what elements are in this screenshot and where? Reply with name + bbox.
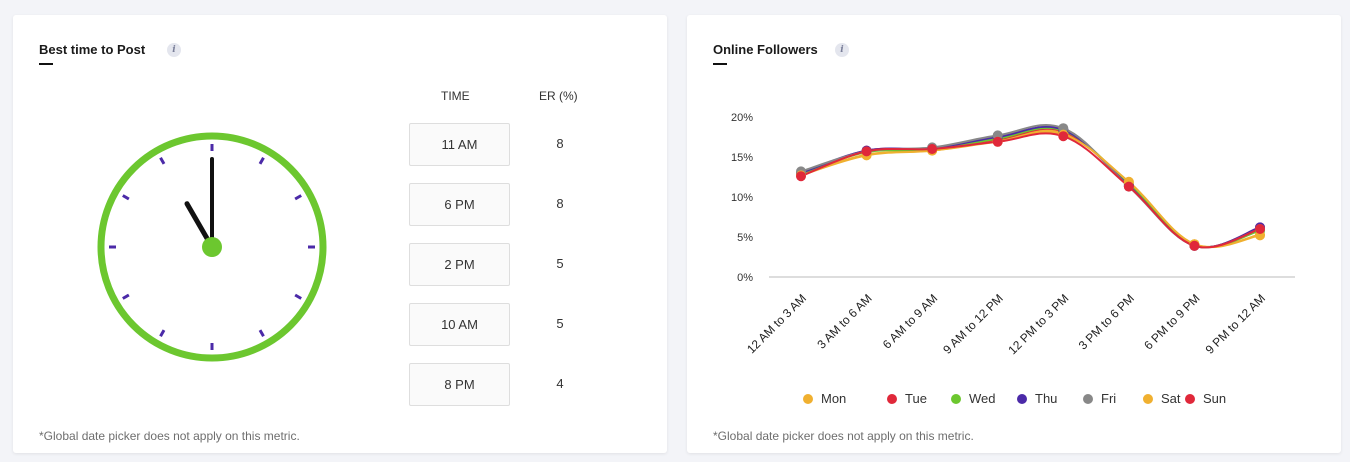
legend-label: Sun (1203, 391, 1227, 406)
best-time-card: Best time to Post i TIME ER (%) 11 AM 8 … (13, 15, 667, 453)
x-tick-label: 3 AM to 6 AM (814, 291, 874, 351)
clock-tick (294, 194, 302, 201)
info-icon[interactable]: i (167, 43, 181, 57)
clock-tick (159, 157, 166, 165)
y-tick-label: 15% (731, 152, 753, 164)
title-underline (713, 63, 727, 65)
title-underline (39, 63, 53, 65)
legend-item[interactable]: Wed (951, 391, 996, 406)
legend-item[interactable]: Tue (887, 391, 927, 406)
footnote: *Global date picker does not apply on th… (39, 429, 300, 443)
x-tick-label: 9 AM to 12 PM (940, 291, 1006, 357)
legend-dot (1143, 394, 1153, 404)
footnote: *Global date picker does not apply on th… (713, 429, 974, 443)
x-tick-label: 3 PM to 6 PM (1076, 291, 1137, 352)
er-value: 5 (556, 256, 564, 271)
er-value: 4 (556, 376, 564, 391)
y-tick-label: 20% (731, 112, 753, 124)
er-value: 8 (556, 196, 564, 211)
series-line (800, 126, 1261, 248)
er-column-header: ER (%) (539, 89, 578, 103)
best-time-title: Best time to Post (39, 42, 146, 57)
info-icon[interactable]: i (835, 43, 849, 57)
online-followers-title: Online Followers (713, 42, 818, 57)
y-tick-label: 10% (731, 192, 753, 204)
legend-dot (1185, 394, 1195, 404)
clock-tick (258, 329, 265, 337)
data-point (1058, 131, 1069, 142)
legend-label: Sat (1161, 391, 1181, 406)
legend-dot (1083, 394, 1093, 404)
clock-tick (258, 157, 265, 165)
series-line (800, 125, 1261, 249)
time-slot: 6 PM (409, 183, 510, 226)
clock-tick (122, 293, 130, 300)
legend-dot (951, 394, 961, 404)
y-tick-label: 5% (737, 232, 753, 244)
legend-dot (803, 394, 813, 404)
online-followers-card: Online Followers i 0% 5% 10% 15% 20% 12 AM to… (687, 15, 1341, 453)
x-tick-label: 6 PM to 9 PM (1141, 291, 1202, 352)
legend-dot (1017, 394, 1027, 404)
series-line (800, 123, 1261, 249)
clock-center-dot (202, 237, 222, 257)
legend-item[interactable]: Sun (1185, 391, 1226, 406)
x-tick-label: 12 PM to 3 PM (1005, 291, 1071, 357)
clock-ticks (109, 144, 315, 350)
series-line (800, 132, 1261, 249)
legend-label: Wed (969, 391, 996, 406)
x-tick-label: 9 PM to 12 AM (1203, 291, 1269, 357)
data-point (992, 136, 1003, 147)
er-value: 5 (556, 316, 564, 331)
x-tick-label: 12 AM to 3 AM (744, 291, 809, 356)
data-point (861, 146, 872, 157)
clock-tick (294, 293, 302, 300)
legend-label: Tue (905, 391, 927, 406)
data-point (1189, 240, 1200, 251)
legend-label: Mon (821, 391, 847, 406)
x-tick-label: 6 AM to 9 AM (880, 291, 940, 351)
time-slot: 2 PM (409, 243, 510, 286)
legend-item[interactable]: Fri (1083, 391, 1116, 406)
clock-tick (159, 329, 166, 337)
series-line (800, 127, 1261, 249)
data-point (1255, 224, 1265, 234)
legend-item[interactable]: Mon (803, 391, 846, 406)
online-followers-chart: 0%5%10%15%20%12 AM to 3 AM 3 AM to 6 AM 6 … (731, 112, 1295, 357)
time-slot: 11 AM (409, 123, 510, 166)
legend-label: Fri (1101, 391, 1117, 406)
legend-dot (887, 394, 897, 404)
time-slot: 8 PM (409, 363, 510, 406)
data-point (927, 144, 938, 154)
legend-label: Thu (1035, 391, 1058, 406)
y-tick-label: 0% (737, 272, 753, 284)
data-point (796, 171, 806, 182)
time-slot: 10 AM (409, 303, 510, 346)
time-column-header: TIME (441, 89, 470, 103)
clock-tick (122, 194, 130, 201)
clock-icon (97, 132, 327, 362)
legend-item[interactable]: Sat (1143, 391, 1181, 406)
er-value: 8 (556, 136, 564, 151)
legend-item[interactable]: Thu (1017, 391, 1057, 406)
data-point (1123, 181, 1134, 192)
